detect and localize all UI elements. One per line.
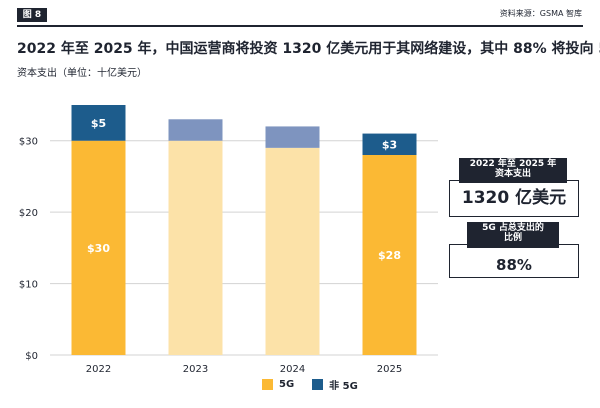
data-label-2025-5g: $28 [378, 249, 401, 262]
bar-non5g-2022 [71, 105, 126, 141]
bar-non5g-2023 [168, 119, 223, 141]
page-title: 2022 年至 2025 年，中国运营商将投资 1320 亿美元用于其网络建设，… [17, 41, 600, 57]
chart-legend: 5G 非 5G [262, 377, 358, 392]
share-value: 88% [496, 256, 532, 274]
y-tick-label: $30 [19, 137, 38, 148]
share-heading-line1: 5G 占总支出的 [482, 223, 544, 233]
data-label-2022-non5g: $5 [91, 117, 106, 130]
bar-5g-2024 [265, 147, 320, 355]
legend-swatch-5g [262, 379, 273, 390]
y-tick-label: $10 [19, 280, 38, 291]
legend-label-non5g: 非 5G [329, 381, 358, 392]
top-divider [17, 25, 583, 27]
total-capex-value: 1320 亿美元 [461, 188, 567, 208]
data-label-2025-non5g: $3 [382, 138, 397, 151]
bar-5g-2023 [168, 140, 223, 355]
total-capex-heading-line2: 资本支出 [494, 169, 531, 179]
x-tick-label: 2022 [86, 364, 111, 375]
share-heading-line2: 比例 [503, 233, 522, 243]
bar-5g-2022 [71, 140, 126, 355]
data-label-2022-5g: $30 [87, 242, 110, 255]
x-tick-label: 2025 [377, 364, 402, 375]
share-callout: 88% [449, 244, 579, 278]
total-capex-heading-line1: 2022 年至 2025 年 [469, 159, 557, 169]
total-capex-heading: 2022 年至 2025 年 资本支出 [459, 158, 567, 183]
total-capex-callout: 1320 亿美元 [449, 180, 579, 217]
y-tick-label: $0 [25, 351, 38, 362]
legend-label-5g: 5G [279, 379, 295, 390]
bar-non5g-2024 [265, 126, 320, 148]
source-note: 资料来源：GSMA 智库 [499, 9, 582, 18]
bar-5g-2025 [362, 155, 417, 355]
y-tick-label: $20 [19, 208, 38, 219]
share-heading: 5G 占总支出的 比例 [467, 222, 559, 248]
legend-swatch-non5g [312, 379, 324, 390]
x-tick-label: 2024 [280, 364, 305, 375]
x-tick-label: 2023 [183, 364, 208, 375]
chart-subtitle: 资本支出（单位：十亿美元） [17, 68, 147, 79]
bar-non5g-2025 [362, 133, 417, 155]
figure-label: 图 8 [17, 8, 47, 22]
